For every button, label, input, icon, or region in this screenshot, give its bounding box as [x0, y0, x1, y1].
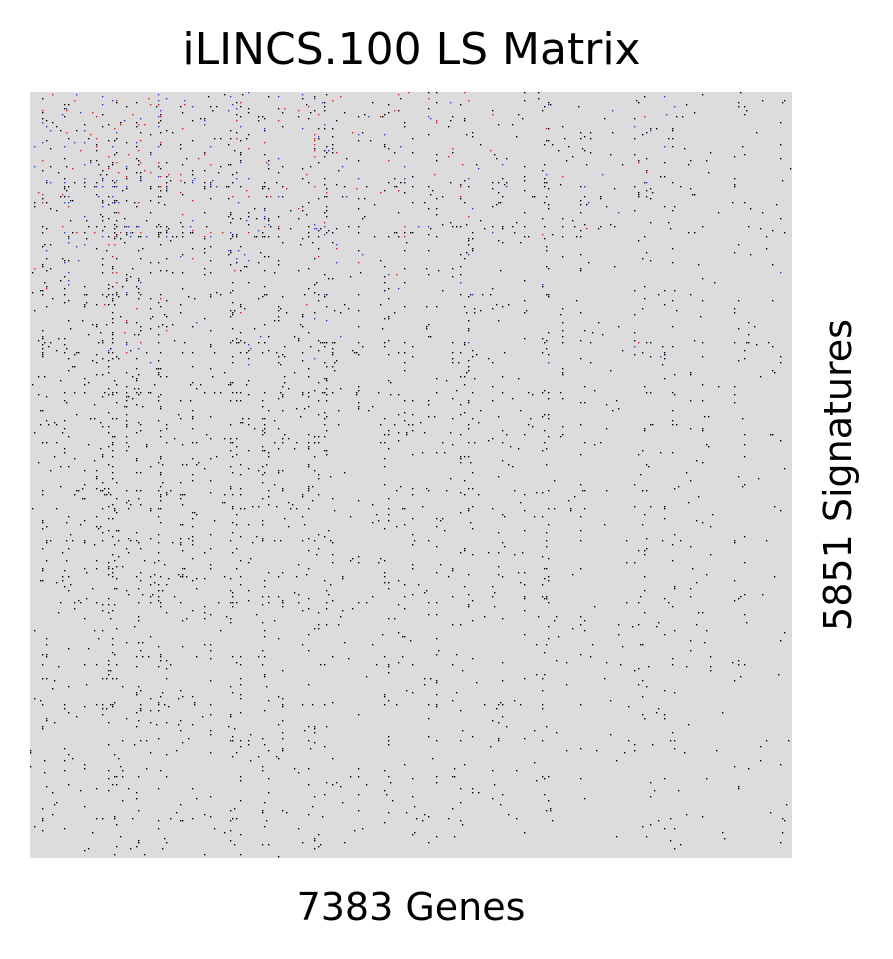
ls-matrix-heatmap: [30, 92, 792, 858]
y-axis-label: 5851 Signatures: [816, 319, 860, 631]
heatmap-background: [30, 92, 792, 858]
x-axis-label: 7383 Genes: [296, 885, 526, 929]
chart-title: iLINCS.100 LS Matrix: [182, 24, 641, 75]
